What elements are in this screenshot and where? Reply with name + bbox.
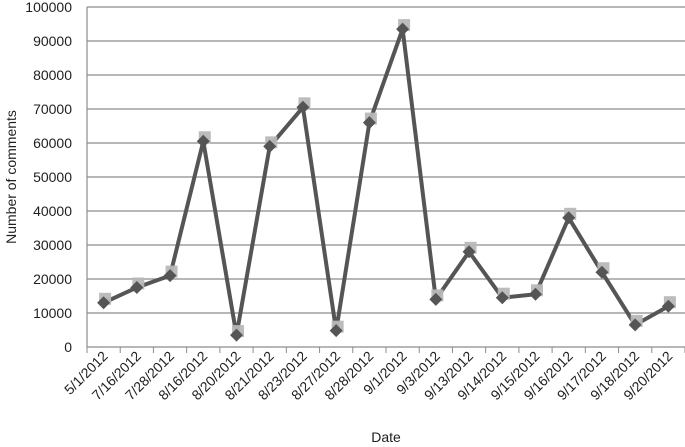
data-point: [396, 19, 411, 36]
y-tick-label: 60000: [33, 135, 72, 151]
series-line-group: [101, 27, 671, 338]
data-point: [462, 241, 477, 259]
series-line: [101, 27, 671, 338]
data-point: [661, 296, 676, 313]
diamond-marker: [562, 211, 576, 225]
y-tick-label: 80000: [33, 67, 72, 83]
data-point: [529, 284, 543, 301]
data-point: [296, 97, 311, 114]
y-tick-label: 30000: [33, 237, 72, 253]
diamond-marker: [362, 116, 376, 130]
axes: [86, 7, 685, 353]
data-point: [495, 287, 510, 305]
y-tick-label: 40000: [33, 203, 72, 219]
data-point: [97, 292, 112, 310]
data-point: [562, 207, 577, 225]
data-point: [595, 262, 610, 279]
y-tick-label: 90000: [33, 33, 72, 49]
data-point: [230, 325, 244, 342]
diamond-marker: [230, 328, 243, 342]
diamond-marker: [628, 318, 642, 332]
y-tick-label: 100000: [25, 0, 72, 15]
data-point: [628, 314, 643, 332]
diamond-marker: [196, 134, 210, 148]
data-point: [130, 277, 145, 294]
diamond-marker: [529, 287, 542, 301]
diamond-marker: [661, 299, 675, 313]
data-point: [329, 320, 344, 338]
diamond-marker: [595, 265, 609, 279]
diamond-marker: [495, 291, 509, 305]
data-points: [97, 19, 676, 342]
diamond-marker: [396, 22, 410, 36]
diamond-marker: [130, 281, 144, 294]
diamond-marker: [329, 324, 343, 338]
y-tick-label: 20000: [33, 271, 72, 287]
diamond-marker: [462, 245, 476, 259]
x-axis-title: Date: [371, 429, 401, 445]
y-tick-label: 70000: [33, 101, 72, 117]
data-point: [196, 131, 211, 148]
data-point: [429, 289, 444, 306]
y-tick-label: 50000: [33, 169, 72, 185]
tick-labels: 0 10000 20000 30000 40000 50000 60000 70000 8000…: [3, 0, 676, 445]
y-axis-title: Number of comments: [3, 110, 19, 244]
diamond-marker: [296, 100, 310, 114]
diamond-marker: [429, 292, 443, 306]
y-tick-label: 0: [64, 339, 72, 355]
data-point: [163, 265, 178, 283]
diamond-marker: [163, 269, 177, 283]
diamond-marker: [97, 296, 111, 310]
data-point: [263, 136, 278, 153]
data-point: [362, 112, 377, 130]
y-tick-label: 10000: [33, 305, 72, 321]
diamond-marker: [263, 139, 277, 153]
